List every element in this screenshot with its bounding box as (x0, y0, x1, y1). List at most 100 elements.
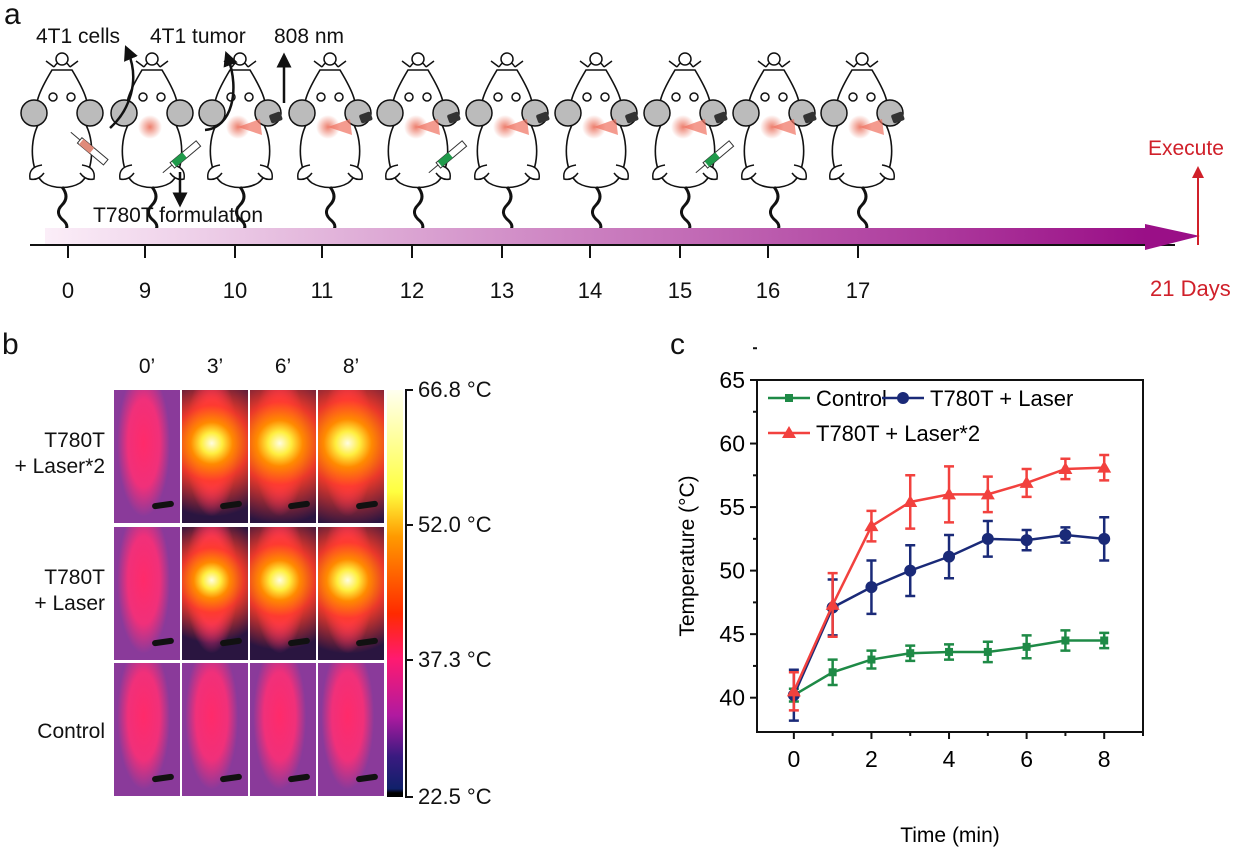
error-bar (982, 475, 993, 514)
timeline-tick-label: 9 (138, 278, 152, 303)
error-bar (982, 640, 993, 664)
thermal-image (114, 663, 180, 796)
ear-tag-mark (219, 773, 243, 783)
laser-device-icon (625, 111, 639, 124)
data-point (1059, 529, 1072, 542)
data-point (1097, 460, 1112, 473)
panel-a-schematic (19, 45, 1204, 258)
data-point (1100, 636, 1109, 645)
x-axis-label: Time (min) (900, 824, 1000, 847)
thermal-image (250, 663, 316, 796)
thermal-image (250, 390, 316, 523)
execute-label: Execute (1148, 137, 1224, 160)
end-day-label: 21 Days (1150, 276, 1231, 301)
colorbar-axis (405, 390, 407, 797)
laser-device-icon (447, 111, 461, 124)
laser-device-icon (891, 111, 905, 124)
ear-tag-mark (355, 637, 379, 647)
error-bar (944, 643, 955, 661)
data-point (826, 601, 839, 614)
data-point (906, 649, 915, 658)
laser-beam (683, 119, 707, 135)
y-axis-label: Temperature (°C) (676, 475, 699, 636)
row-label: T780T + Laser*2 (15, 428, 105, 481)
ear-tag-mark (287, 773, 311, 783)
error-bar (788, 668, 799, 722)
syringe-icon (695, 140, 735, 174)
laser-beam (772, 119, 796, 135)
error-bar (1060, 526, 1071, 544)
data-point (981, 532, 994, 545)
timeline-tick-label: 12 (399, 278, 425, 303)
ear-tag-mark (287, 637, 311, 647)
laser-device-icon (359, 111, 373, 124)
laser-device-icon (269, 111, 283, 124)
colorbar-label: 52.0 °C (418, 512, 492, 537)
error-bar (1099, 631, 1110, 650)
x-tick-label: 0 (787, 746, 800, 772)
laser-device-icon (714, 111, 728, 124)
error-bar (1021, 528, 1032, 552)
laser-beam (328, 119, 352, 135)
error-bar (905, 474, 916, 530)
syringe-icon (162, 140, 202, 174)
timeline-arrowhead (1145, 224, 1200, 250)
data-point (942, 487, 957, 500)
annotation-4t1-tumor: 4T1 tumor (150, 25, 246, 48)
y-tick-label: 40 (719, 685, 745, 711)
data-point (1061, 636, 1070, 645)
data-point (828, 668, 837, 677)
data-point (980, 487, 995, 500)
legend-label: T780T + Laser (930, 386, 1073, 411)
annotation-808nm: 808 nm (274, 25, 345, 48)
y-tick-label: 45 (719, 621, 745, 647)
row-label-line1: T780T (44, 566, 105, 589)
timeline-tick-label: 0 (61, 278, 75, 303)
thermal-image (114, 390, 180, 523)
thermal-image (182, 663, 248, 796)
legend-marker (897, 392, 909, 404)
timeline-tick-label: 11 (310, 278, 334, 303)
error-bar (944, 465, 955, 524)
error-bar (788, 687, 799, 703)
mouse-illustration (19, 51, 109, 237)
error-bar (827, 578, 838, 637)
data-point (983, 647, 992, 656)
error-bar (1060, 457, 1071, 481)
panel-b-label: b (2, 328, 19, 361)
colorbar-tick (405, 524, 413, 526)
mouse-illustration (731, 51, 817, 237)
thermal-image (182, 527, 248, 660)
timeline-tick-label: 13 (489, 278, 515, 303)
syringe-icon (70, 131, 109, 166)
colorbar-label: 66.8 °C (418, 377, 492, 402)
error-bar (866, 649, 877, 670)
time-header: 0’ (138, 355, 156, 378)
annotation-4t1-cells: 4T1 cells (36, 25, 121, 48)
time-header: 6’ (274, 355, 292, 378)
mouse-illustration (375, 51, 468, 237)
cells-arrow (109, 45, 138, 129)
timeline-tick-label: 16 (755, 278, 781, 303)
y-tick-label: 55 (719, 494, 745, 520)
error-bar (1099, 515, 1110, 562)
colorbar-tick (405, 796, 413, 798)
colorbar-label: 22.5 °C (418, 784, 492, 809)
mouse-illustration (642, 51, 735, 237)
data-point (1019, 475, 1034, 488)
error-bar (1060, 629, 1071, 652)
row-label-line1: Control (37, 720, 105, 743)
data-point (1022, 642, 1031, 651)
data-point (1058, 461, 1073, 474)
series-line (792, 533, 1105, 696)
mouse-illustration (553, 51, 639, 237)
thermal-image (318, 663, 384, 796)
tumor-spot (138, 115, 162, 139)
legend-label: Control (816, 386, 887, 411)
mouse-illustration (464, 51, 550, 237)
data-point (903, 494, 918, 507)
y-tick-label: 50 (719, 558, 745, 584)
ear-tag-mark (151, 773, 175, 783)
y-tick-label: 60 (719, 431, 745, 457)
